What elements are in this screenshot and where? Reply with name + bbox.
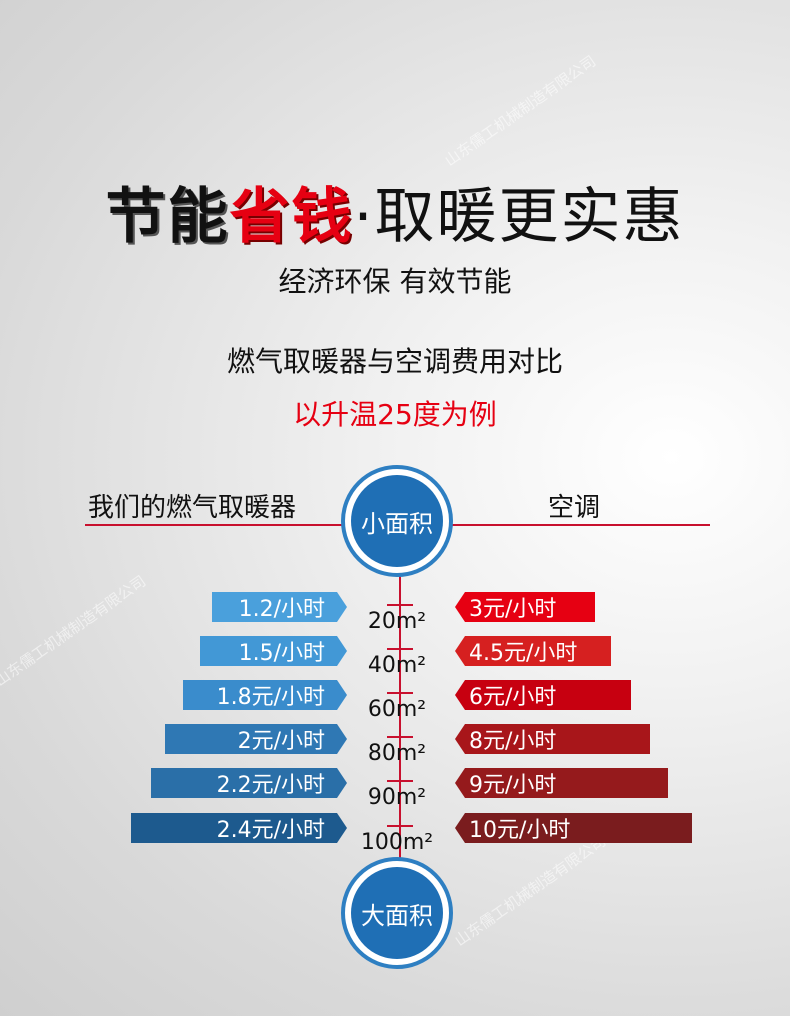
area-label: 40m² (357, 653, 437, 678)
area-label: 80m² (357, 741, 437, 766)
ac-cost-label: 6元/小时 (469, 685, 557, 710)
top-circle: 小面积 (341, 465, 453, 577)
area-value: 80 (367, 741, 396, 766)
area-unit: m² (395, 741, 427, 766)
ac-cost-label: 4.5元/小时 (469, 641, 578, 666)
ac-cost-label: 3元/小时 (469, 597, 557, 622)
gas-cost-bar: 1.8元/小时 (183, 680, 347, 710)
area-label: 100m² (357, 830, 437, 855)
area-value: 60 (367, 697, 396, 722)
headline-part: 取暖更实惠 (374, 182, 685, 252)
area-value: 40 (367, 653, 396, 678)
gas-cost-label: 2.2元/小时 (216, 773, 325, 798)
gas-cost-bar: 1.5/小时 (200, 636, 347, 666)
ac-cost-bar: 4.5元/小时 (455, 636, 611, 666)
subtitle: 经济环保 有效节能 (278, 265, 512, 298)
headline-highlight: 省钱 (229, 182, 354, 252)
headline-dot: · (353, 182, 375, 252)
axis-tick (387, 736, 413, 738)
ac-cost-bar: 9元/小时 (455, 768, 668, 798)
area-label: 20m² (357, 609, 437, 634)
watermark: 山东儒工机械制造有限公司 (451, 831, 610, 950)
left-header: 我们的燃气取暖器 (88, 493, 297, 523)
comparison-title: 燃气取暖器与空调费用对比 (226, 345, 563, 378)
headline: 节能省钱·取暖更实惠 (0, 168, 790, 255)
bottom-circle: 大面积 (341, 857, 453, 969)
ac-cost-bar: 3元/小时 (455, 592, 595, 622)
watermark: 山东儒工机械制造有限公司 (0, 571, 150, 690)
axis-line (399, 480, 401, 900)
right-header: 空调 (548, 493, 601, 523)
axis-tick (387, 825, 413, 827)
area-value: 90 (367, 785, 396, 810)
gas-cost-bar: 2元/小时 (165, 724, 347, 754)
area-value: 100 (360, 830, 403, 855)
area-unit: m² (395, 697, 427, 722)
ac-cost-label: 10元/小时 (469, 818, 571, 843)
gas-cost-bar: 2.4元/小时 (131, 813, 347, 843)
gas-cost-bar: 1.2/小时 (212, 592, 347, 622)
area-unit: m² (395, 609, 427, 634)
example-note: 以升温25度为例 (293, 398, 497, 431)
area-label: 60m² (357, 697, 437, 722)
area-unit: m² (395, 653, 427, 678)
ac-cost-bar: 6元/小时 (455, 680, 631, 710)
ac-cost-label: 9元/小时 (469, 773, 557, 798)
ac-cost-bar: 8元/小时 (455, 724, 650, 754)
headline-part: 节能 (105, 182, 230, 252)
gas-cost-bar: 2.2元/小时 (151, 768, 347, 798)
gas-cost-label: 1.2/小时 (238, 597, 325, 622)
area-label: 90m² (357, 785, 437, 810)
gas-cost-label: 1.5/小时 (238, 641, 325, 666)
axis-tick (387, 780, 413, 782)
axis-tick (387, 604, 413, 606)
ac-cost-bar: 10元/小时 (455, 813, 692, 843)
top-circle-label: 小面积 (351, 475, 443, 567)
gas-cost-label: 2元/小时 (237, 729, 325, 754)
axis-tick (387, 692, 413, 694)
gas-cost-label: 1.8元/小时 (216, 685, 325, 710)
axis-tick (387, 648, 413, 650)
watermark: 山东儒工机械制造有限公司 (441, 51, 600, 170)
area-unit: m² (402, 830, 434, 855)
bottom-circle-label: 大面积 (351, 867, 443, 959)
area-unit: m² (395, 785, 427, 810)
ac-cost-label: 8元/小时 (469, 729, 557, 754)
gas-cost-label: 2.4元/小时 (216, 818, 325, 843)
area-value: 20 (367, 609, 396, 634)
